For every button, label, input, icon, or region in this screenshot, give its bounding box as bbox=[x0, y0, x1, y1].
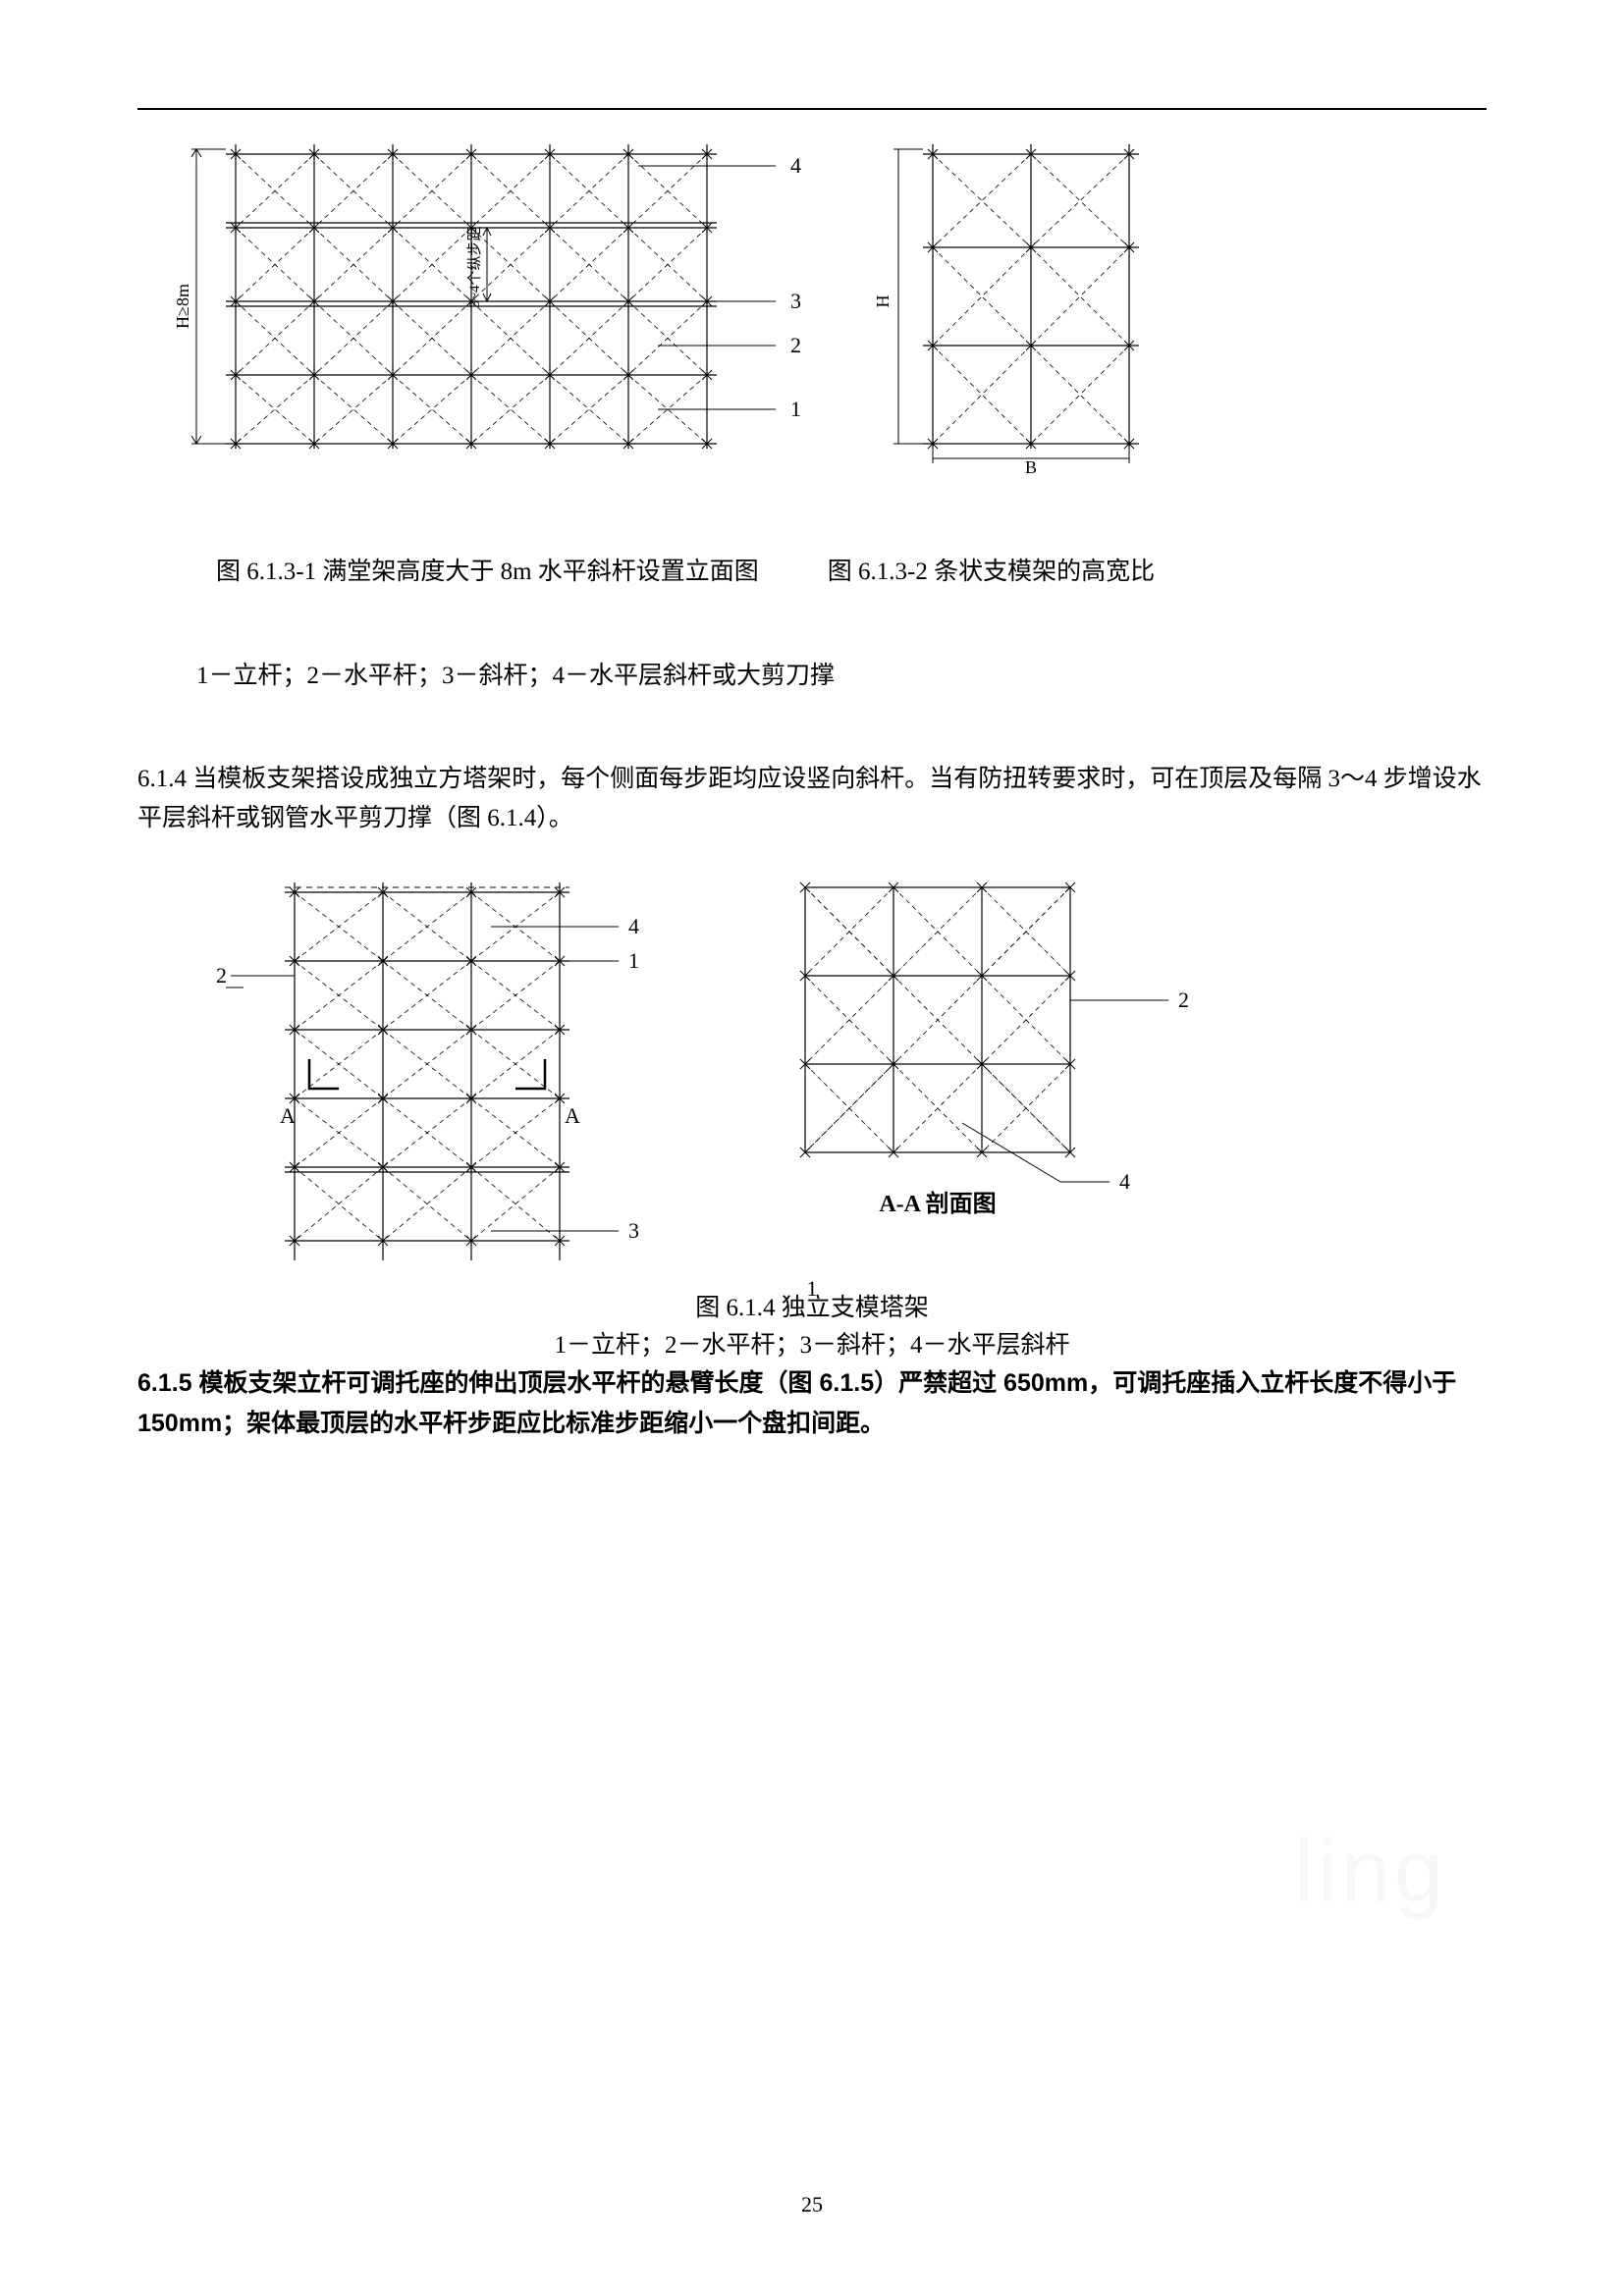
section-A-right: A bbox=[565, 1103, 580, 1128]
para-6-1-5-text: 6.1.5 模板支架立杆可调托座的伸出顶层水平杆的悬臂长度（图 6.1.5）严禁… bbox=[137, 1369, 1456, 1437]
watermark: ling bbox=[1294, 1822, 1447, 1923]
callout-4b: 4 bbox=[628, 914, 639, 938]
callout-2c: 2 bbox=[1178, 988, 1189, 1012]
header-rule bbox=[137, 108, 1487, 110]
figure-caption-row-1: 图 6.1.3-1 满堂架高度大于 8m 水平斜杆设置立面图 图 6.1.3-2… bbox=[137, 552, 1487, 587]
inner-page-number: 1 bbox=[807, 1276, 818, 1302]
section-A-left: A bbox=[280, 1103, 296, 1128]
callout-1b: 1 bbox=[628, 948, 639, 973]
figure-row-2: A A 4 1 2 3 bbox=[196, 868, 1487, 1280]
figure-1-caption: 图 6.1.3-1 满堂架高度大于 8m 水平斜杆设置立面图 bbox=[216, 552, 759, 587]
callout-2: 2 bbox=[790, 333, 801, 357]
dim-B: B bbox=[1025, 457, 1037, 473]
figure-6-1-3-2: H bbox=[874, 130, 1227, 473]
section-title: A-A 剖面图 bbox=[879, 1190, 996, 1217]
dim-mid: 3~4个纵步距 bbox=[466, 226, 483, 307]
callout-1: 1 bbox=[790, 397, 801, 421]
figure-row-1: H≥8m bbox=[137, 130, 1487, 473]
callout-3b: 3 bbox=[628, 1218, 639, 1243]
dim-h8m: H≥8m bbox=[173, 284, 192, 329]
callout-4c: 4 bbox=[1119, 1169, 1130, 1194]
figure-6-1-3-1: H≥8m bbox=[167, 130, 815, 473]
para-6-1-5: 6.1.5 模板支架立杆可调托座的伸出顶层水平杆的悬臂长度（图 6.1.5）严禁… bbox=[137, 1363, 1487, 1444]
callout-2b: 2 bbox=[216, 963, 227, 988]
figure-6-1-4-elevation: A A 4 1 2 3 bbox=[196, 868, 668, 1280]
figure-6-1-4-section: 2 4 A-A 剖面图 bbox=[766, 868, 1198, 1241]
outer-page-number: 25 bbox=[801, 2192, 823, 2217]
figure-3-legend: 1－立杆；2－水平杆；3－斜杆；4－水平层斜杆 bbox=[137, 1327, 1487, 1364]
callout-4: 4 bbox=[790, 153, 801, 178]
callout-3: 3 bbox=[790, 289, 801, 313]
dim-H: H bbox=[874, 295, 893, 308]
figure-2-caption: 图 6.1.3-2 条状支模架的高宽比 bbox=[828, 552, 1155, 587]
legend-1: 1－立杆；2－水平杆；3－斜杆；4－水平层斜杆或大剪刀撑 bbox=[137, 656, 1487, 691]
para-6-1-4: 6.1.4 当模板支架搭设成独立方塔架时，每个侧面每步距均应设竖向斜杆。当有防扭… bbox=[137, 760, 1487, 838]
